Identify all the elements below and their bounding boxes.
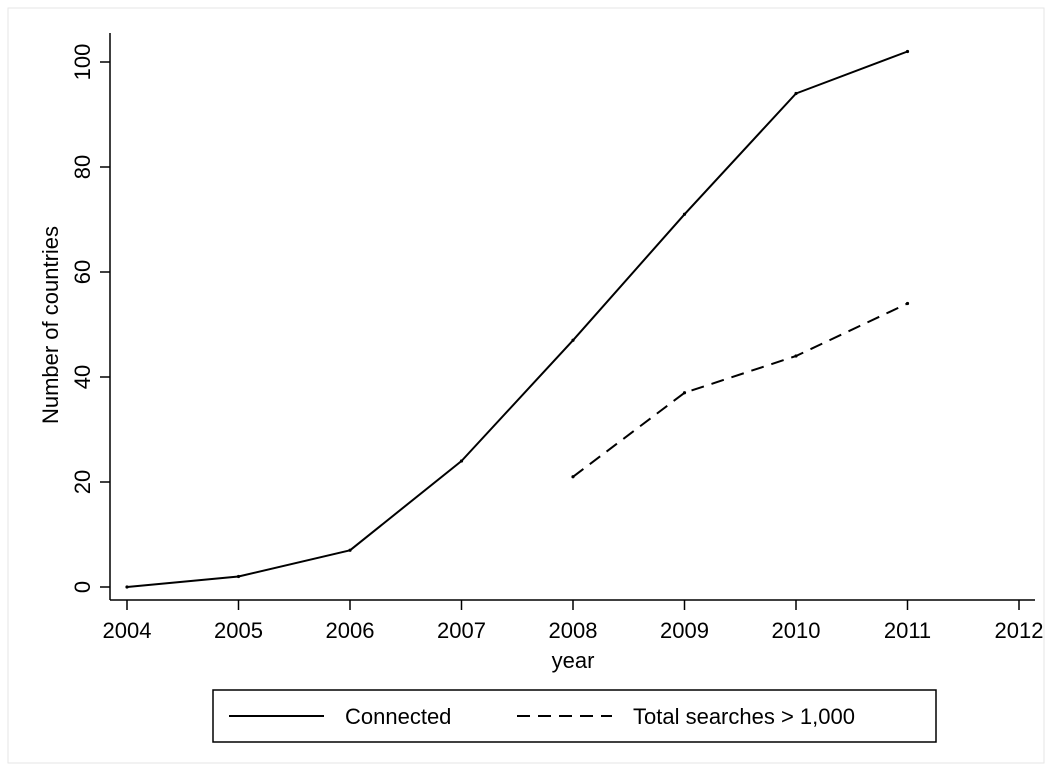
data-point [571, 475, 575, 479]
data-point [682, 212, 687, 216]
x-tick-label: 2007 [437, 618, 486, 643]
y-tick-label: 80 [70, 155, 95, 179]
legend-label-total-searches: Total searches > 1,000 [633, 704, 855, 729]
legend: Connected Total searches > 1,000 [212, 689, 937, 743]
y-tick-label: 100 [70, 44, 95, 81]
data-point [905, 301, 910, 306]
series-line-total-searches [572, 302, 908, 478]
y-axis-ticks: 0 20 40 60 80 100 [70, 44, 110, 593]
data-point [236, 574, 241, 579]
y-tick-label: 60 [70, 260, 95, 284]
data-point [905, 49, 910, 54]
x-tick-label: 2008 [549, 618, 598, 643]
x-tick-label: 2011 [884, 618, 931, 643]
y-axis-title: Number of countries [38, 226, 63, 424]
data-point [348, 548, 352, 552]
data-point [794, 354, 798, 358]
legend-label-connected: Connected [345, 704, 451, 729]
data-point [459, 459, 464, 463]
data-point [125, 585, 129, 589]
y-tick-label: 20 [70, 470, 95, 494]
x-axis-ticks: 2004 2005 2006 2007 2008 2009 2010 2011 2012 [103, 600, 1044, 643]
data-point [571, 338, 575, 342]
x-tick-label: 2009 [660, 618, 709, 643]
x-tick-label: 2012 [995, 618, 1044, 643]
y-tick-label: 0 [70, 581, 95, 593]
legend-box [212, 689, 937, 743]
data-point [794, 91, 798, 96]
data-point [682, 391, 687, 395]
plot-frame [7, 7, 1045, 764]
series-layer [125, 49, 910, 589]
series-line-connected [126, 50, 908, 588]
y-tick-label: 40 [70, 365, 95, 389]
x-axis-title: year [552, 648, 595, 673]
x-tick-label: 2004 [103, 618, 152, 643]
x-tick-label: 2005 [214, 618, 263, 643]
x-tick-label: 2006 [326, 618, 375, 643]
x-tick-label: 2010 [772, 618, 821, 643]
